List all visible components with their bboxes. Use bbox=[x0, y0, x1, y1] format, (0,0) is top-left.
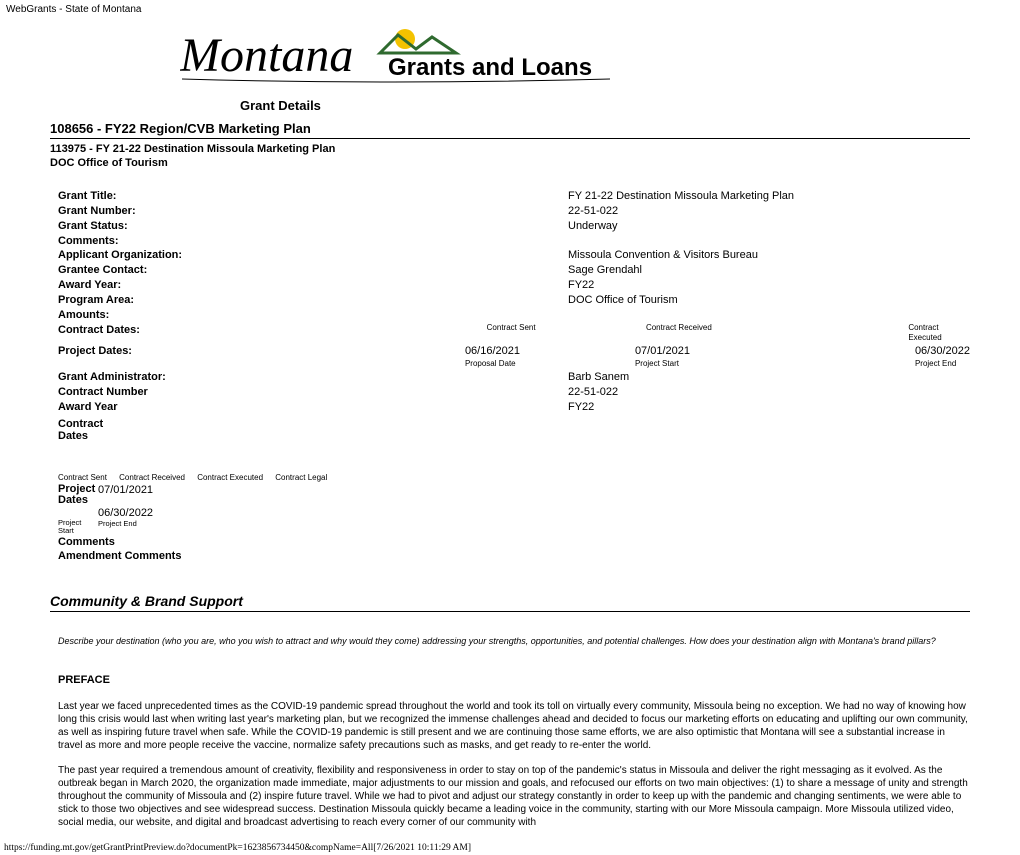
contract-dates-label-2: Contract Dates bbox=[58, 418, 970, 442]
proposal-date: 06/16/2021 bbox=[465, 344, 635, 359]
label-project-dates: Project Dates: bbox=[58, 344, 465, 370]
label-applicant-org: Applicant Organization: bbox=[58, 248, 568, 263]
val-program-area: DOC Office of Tourism bbox=[568, 293, 970, 308]
val-grant-admin: Barb Sanem bbox=[568, 370, 970, 385]
mini-contract-headers: Contract Sent Contract Received Contract… bbox=[58, 473, 970, 482]
logo-container: Montana Grants and Loans bbox=[0, 23, 1020, 92]
mini-executed: Contract Executed bbox=[197, 473, 263, 482]
mini-sent: Contract Sent bbox=[58, 473, 107, 482]
label-contract-dates: Contract Dates: bbox=[58, 323, 487, 345]
paragraph-1: Last year we faced unprecedented times a… bbox=[58, 700, 970, 752]
label-grant-number: Grant Number: bbox=[58, 204, 568, 219]
mini-received: Contract Received bbox=[119, 473, 185, 482]
label-comments: Comments: bbox=[58, 234, 568, 249]
section-prompt: Describe your destination (who you are, … bbox=[58, 636, 970, 646]
project-dates-row: 06/16/2021Proposal Date 07/01/2021Projec… bbox=[465, 344, 970, 370]
paragraph-2: The past year required a tremendous amou… bbox=[58, 764, 970, 829]
project-dates-val-2: 06/30/2022 bbox=[98, 507, 970, 519]
fields-block: Grant Title:FY 21-22 Destination Missoul… bbox=[58, 189, 970, 414]
site-title: WebGrants - State of Montana bbox=[0, 0, 1020, 19]
label-grant-status: Grant Status: bbox=[58, 219, 568, 234]
footer-url: https://funding.mt.gov/getGrantPrintPrev… bbox=[0, 841, 1020, 855]
project-start-tiny: Project Start bbox=[58, 519, 98, 535]
comments-label-2: Comments bbox=[58, 536, 970, 548]
mini-legal: Contract Legal bbox=[275, 473, 327, 482]
section-heading: Community & Brand Support bbox=[50, 593, 970, 609]
svg-text:Grants and Loans: Grants and Loans bbox=[388, 54, 592, 81]
val-comments bbox=[568, 234, 970, 249]
head-contract-received: Contract Received bbox=[646, 323, 908, 345]
head-contract-sent: Contract Sent bbox=[487, 323, 646, 345]
head-contract-executed: Contract Executed bbox=[908, 323, 970, 345]
contract-dates-headers: Contract Sent Contract Received Contract… bbox=[487, 323, 970, 345]
val-contract-number: 22-51-022 bbox=[568, 385, 970, 400]
plan-subtitle: 113975 - FY 21-22 Destination Missoula M… bbox=[50, 143, 970, 155]
rule bbox=[50, 138, 970, 139]
label-grant-title: Grant Title: bbox=[58, 189, 568, 204]
project-start: 07/01/2021 bbox=[635, 344, 915, 359]
office-name: DOC Office of Tourism bbox=[50, 157, 970, 169]
proposal-date-sub: Proposal Date bbox=[465, 359, 635, 370]
val-grant-number: 22-51-022 bbox=[568, 204, 970, 219]
val-applicant-org: Missoula Convention & Visitors Bureau bbox=[568, 248, 970, 263]
project-end-sub: Project End bbox=[915, 359, 970, 370]
project-end-tiny: Project End bbox=[98, 519, 137, 528]
label-award-year: Award Year: bbox=[58, 278, 568, 293]
val-amounts bbox=[568, 308, 970, 323]
label-grant-admin: Grant Administrator: bbox=[58, 370, 568, 385]
label-amounts: Amounts: bbox=[58, 308, 568, 323]
project-end: 06/30/2022 bbox=[915, 344, 970, 359]
project-dates-val-1: 07/01/2021 bbox=[98, 484, 153, 496]
section-rule bbox=[50, 611, 970, 612]
val-grant-title: FY 21-22 Destination Missoula Marketing … bbox=[568, 189, 970, 204]
val-grantee-contact: Sage Grendahl bbox=[568, 263, 970, 278]
amendment-comments-label: Amendment Comments bbox=[58, 550, 970, 562]
project-start-sub: Project Start bbox=[635, 359, 915, 370]
label-award-year-2: Award Year bbox=[58, 400, 568, 415]
val-award-year: FY22 bbox=[568, 278, 970, 293]
val-award-year-2: FY22 bbox=[568, 400, 970, 415]
label-grantee-contact: Grantee Contact: bbox=[58, 263, 568, 278]
val-grant-status: Underway bbox=[568, 219, 970, 234]
preface-heading: PREFACE bbox=[58, 674, 970, 686]
plan-title: 108656 - FY22 Region/CVB Marketing Plan bbox=[50, 121, 970, 136]
svg-text:Montana: Montana bbox=[180, 29, 353, 82]
label-contract-number: Contract Number bbox=[58, 385, 568, 400]
grant-details-heading: Grant Details bbox=[0, 98, 1020, 113]
label-program-area: Program Area: bbox=[58, 293, 568, 308]
project-dates-label-2: Project Dates bbox=[58, 484, 98, 507]
montana-logo: Montana Grants and Loans bbox=[180, 23, 620, 92]
